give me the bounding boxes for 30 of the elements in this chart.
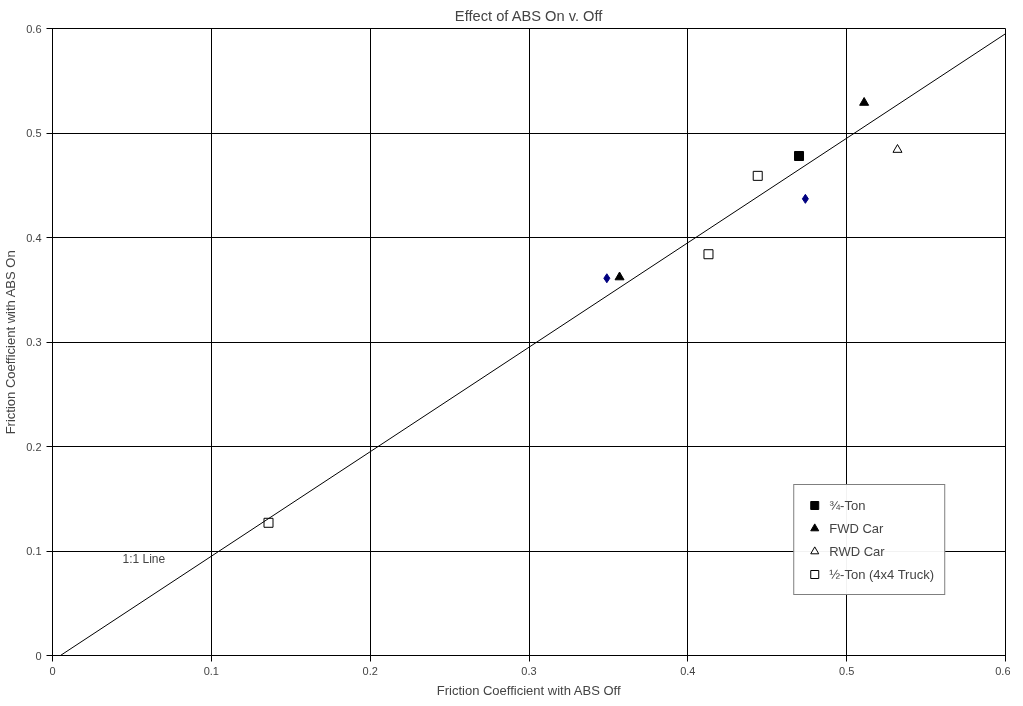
x-tick-label: 0.4	[680, 664, 696, 677]
legend-label: ¾-Ton	[829, 497, 866, 513]
y-tick-label: 0	[35, 649, 42, 662]
x-tick-label: 0	[49, 664, 56, 677]
y-tick-label: 0.4	[26, 231, 42, 244]
y-tick-label: 0.5	[26, 127, 42, 139]
y-tick-label: 0.2	[26, 440, 42, 453]
y-tick-label: 0.6	[26, 22, 42, 35]
y-tick-label: 0.3	[26, 336, 42, 348]
x-axis-title: Friction Coefficient with ABS Off	[436, 682, 621, 698]
point	[794, 150, 805, 161]
point	[703, 249, 714, 260]
x-tick-label: 0.5	[839, 664, 855, 677]
x-tick-label: 0.3	[521, 664, 537, 677]
x-tick-label: 0.2	[362, 664, 378, 677]
y-tick-label: 0.1	[26, 545, 42, 557]
x-tick-label: 0.1	[203, 664, 219, 677]
legend-label: FWD Car	[829, 520, 884, 536]
legend-label: RWD Car	[829, 543, 885, 559]
point	[801, 193, 809, 204]
point	[603, 273, 611, 284]
y-axis-title: Friction Coefficient with ABS On	[3, 250, 19, 435]
point	[614, 271, 625, 281]
point	[892, 144, 903, 153]
legend-label: ½-Ton (4x4 Truck)	[829, 566, 934, 582]
annotation: 1:1 Line	[122, 551, 166, 566]
point	[859, 97, 870, 106]
chart-title: Effect of ABS On v. Off	[454, 7, 604, 24]
x-tick-label: 0.6	[995, 664, 1011, 677]
point	[752, 170, 763, 181]
